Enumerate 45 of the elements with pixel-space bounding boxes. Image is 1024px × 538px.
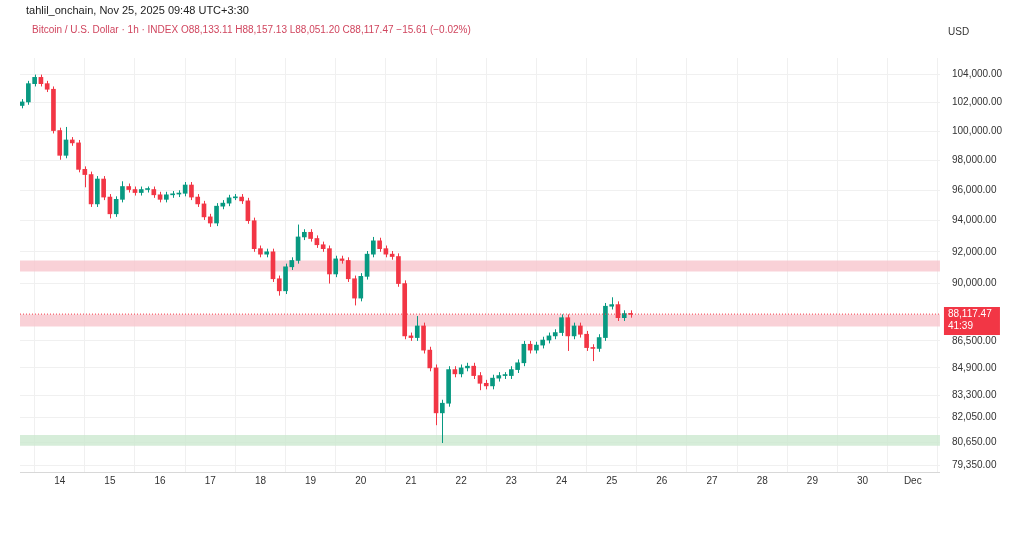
candlestick: [358, 272, 364, 302]
x-tick-label: 29: [806, 474, 819, 486]
y-tick-label: 80,650.00: [951, 435, 997, 447]
x-tick-label: 26: [656, 474, 668, 486]
chart-title: tahlil_onchain, Nov 25, 2025 09:48 UTC+3:30: [26, 4, 249, 16]
candlestick: [477, 371, 483, 391]
y-tick-label: 102,000.00: [951, 96, 1003, 108]
x-tick-label: 28: [756, 474, 769, 486]
x-tick-label: 27: [706, 474, 719, 486]
y-tick-label: 86,500.00: [951, 334, 997, 346]
x-tick-label: 24: [555, 474, 568, 486]
x-tick-label: 21: [405, 474, 417, 486]
x-tick-label: 22: [455, 474, 468, 486]
x-tick-label: 15: [104, 474, 116, 486]
x-tick-label: 16: [154, 474, 167, 486]
x-tick-label: 18: [254, 474, 267, 486]
y-tick-label: 84,900.00: [951, 361, 997, 373]
y-tick-label: 94,000.00: [951, 214, 997, 226]
x-tick-label: 25: [606, 474, 618, 486]
candlestick: [189, 181, 194, 201]
y-tick-label: 90,000.00: [951, 277, 997, 289]
candlestick: [414, 315, 420, 342]
x-tick-label: 23: [505, 474, 518, 486]
x-tick-label: 19: [305, 474, 317, 486]
candlestick: [333, 255, 339, 278]
y-tick-label: 92,000.00: [951, 245, 997, 257]
x-tick-label: Dec: [903, 474, 922, 486]
y-tick-label: 82,050.00: [951, 410, 997, 422]
candlestick: [427, 346, 433, 372]
x-tick-label: 17: [204, 474, 217, 486]
chart-subtitle: Bitcoin / U.S. Dollar · 1h · INDEX O88,133.11 H88,157.13 L88,051.20 C88,117.47 −15.61 (−0.02%): [32, 24, 471, 35]
x-tick-label: 20: [355, 474, 367, 486]
x-tick-label: 14: [54, 474, 66, 486]
y-tick-label: 83,300.00: [951, 389, 997, 401]
candlestick: [101, 175, 106, 201]
y-tick-label: 96,000.00: [951, 184, 997, 196]
candlestick: [276, 275, 282, 297]
y-tick-label: 98,000.00: [951, 154, 997, 166]
ref-line-label: 88,117.47 41:39: [947, 307, 993, 331]
y-tick-label: 104,000.00: [951, 68, 1003, 80]
y-tick-label: 79,350.00: [951, 459, 997, 471]
x-tick-label: 30: [857, 474, 869, 486]
y-axis-title: USD: [948, 26, 970, 37]
y-tick-label: 100,000.00: [951, 125, 1003, 137]
candlestick: [371, 236, 376, 258]
